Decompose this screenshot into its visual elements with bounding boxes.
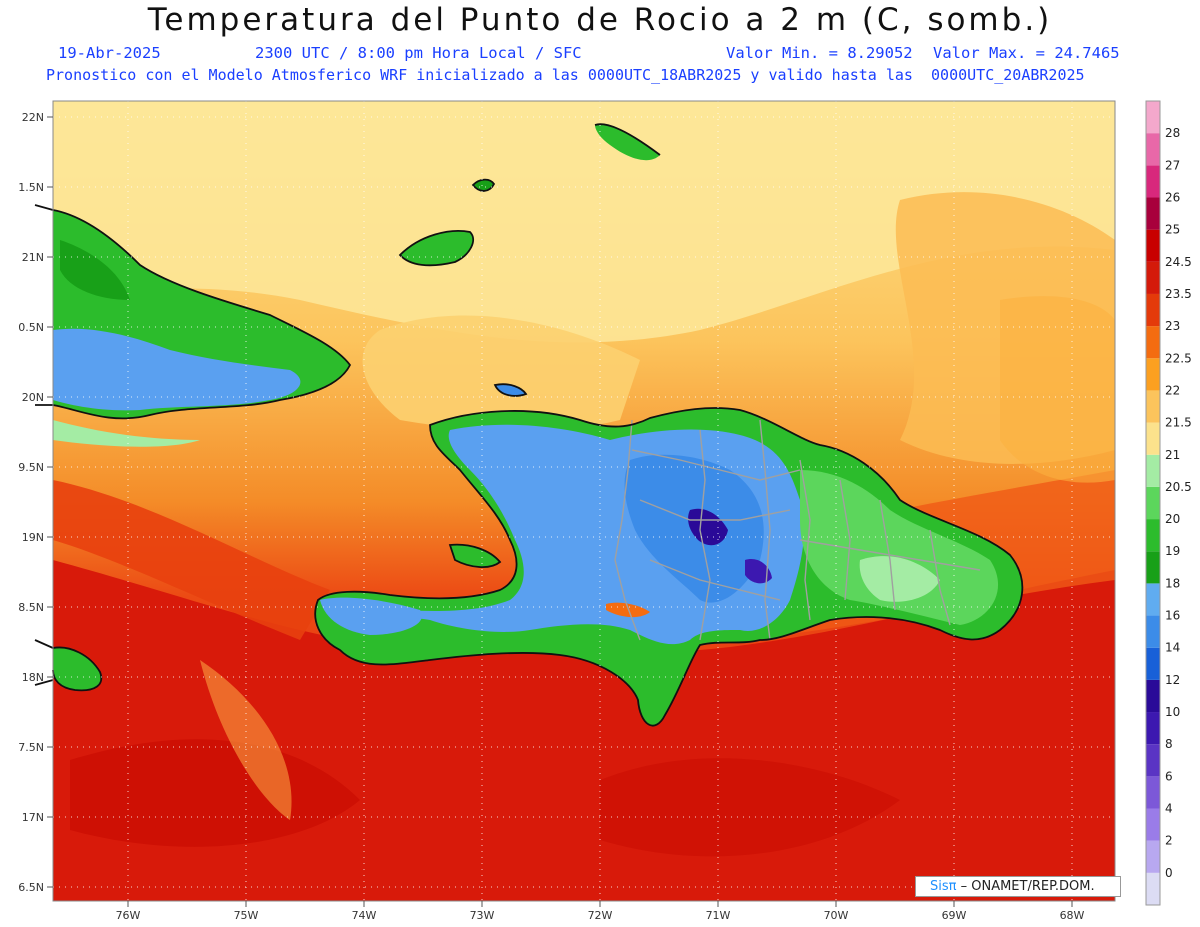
colorbar-label: 26 — [1165, 190, 1180, 204]
colorbar-swatch — [1146, 454, 1160, 487]
colorbar-label: 8 — [1165, 737, 1173, 751]
colorbar-swatch — [1146, 422, 1160, 455]
lon-label: 74W — [352, 909, 377, 922]
colorbar-swatch — [1146, 261, 1160, 294]
colorbar-label: 21.5 — [1165, 416, 1192, 430]
colorbar-swatch — [1146, 358, 1160, 391]
lat-label: 8.5N — [18, 601, 44, 614]
colorbar-frame — [1145, 100, 1161, 906]
lat-label: 0.5N — [18, 321, 44, 334]
axis-ticks — [47, 116, 1073, 907]
gridlines — [53, 101, 1115, 901]
lat-label: 19N — [22, 531, 44, 544]
colorbar-swatch — [1146, 679, 1160, 713]
forecast-date: 19-Abr-2025 — [58, 44, 161, 62]
colorbar-label: 20 — [1165, 512, 1180, 526]
lat-label: 22N — [22, 111, 44, 124]
colorbar-label: 14 — [1165, 641, 1180, 655]
colorbar-swatch — [1146, 551, 1160, 584]
colorbar-label: 23.5 — [1165, 287, 1192, 301]
lon-label: 75W — [234, 909, 259, 922]
colorbar-label: 19 — [1165, 544, 1180, 558]
colorbar-swatch — [1146, 840, 1160, 873]
colorbar-label: 27 — [1165, 158, 1180, 172]
lat-label: 18N — [22, 671, 44, 684]
colorbar-swatch — [1146, 486, 1160, 520]
lat-label: 6.5N — [18, 881, 44, 894]
colorbar-swatch — [1146, 229, 1160, 262]
latitude-labels: 22N 1.5N 21N 0.5N 20N 9.5N 19N 8.5N 18N … — [18, 111, 44, 894]
colorbar-swatch — [1146, 133, 1160, 166]
colorbar-swatch — [1146, 583, 1160, 616]
colorbar-swatch — [1146, 744, 1160, 777]
credit-box: Sisπ – ONAMET/REP.DOM. — [915, 876, 1121, 897]
colorbar-label: 25 — [1165, 223, 1180, 237]
lat-label: 7.5N — [18, 741, 44, 754]
colorbar-swatch — [1146, 872, 1160, 905]
colorbar-swatch — [1146, 197, 1160, 230]
colorbar-swatch — [1146, 293, 1160, 327]
credit-text: – ONAMET/REP.DOM. — [960, 879, 1095, 894]
colorbar-label: 23 — [1165, 319, 1180, 333]
colorbar-label: 21 — [1165, 448, 1180, 462]
colorbar-label: 6 — [1165, 769, 1173, 783]
min-value: Valor Min. = 8.29052 — [726, 44, 913, 62]
lon-label: 71W — [706, 909, 731, 922]
colorbar-swatch — [1146, 165, 1160, 198]
lat-label: 20N — [22, 391, 44, 404]
valid-time: 2300 UTC / 8:00 pm Hora Local / SFC — [255, 44, 582, 62]
colorbar-swatch — [1146, 519, 1160, 552]
colorbar-swatch — [1146, 712, 1160, 745]
map-title: Temperatura del Punto de Rocio a 2 m (C,… — [147, 2, 1053, 38]
colorbar-swatch — [1146, 615, 1160, 648]
lon-label: 72W — [588, 909, 613, 922]
max-value: Valor Max. = 24.7465 — [933, 44, 1120, 62]
sis-logo-text: Sisπ — [930, 879, 957, 894]
colorbar-swatch — [1146, 808, 1160, 841]
colorbar-label: 22.5 — [1165, 351, 1192, 365]
colorbar-label: 24.5 — [1165, 255, 1192, 269]
lat-label: 17N — [22, 811, 44, 824]
dewpoint-map: 22N 1.5N 21N 0.5N 20N 9.5N 19N 8.5N 18N … — [18, 100, 1192, 922]
colorbar-label: 0 — [1165, 866, 1173, 880]
colorbar: 0 2 4 6 8 10 12 14 16 18 19 20 20.5 21 21.5 22 22.5 23 23.… — [1145, 100, 1192, 906]
colorbar-label: 10 — [1165, 705, 1180, 719]
colorbar-label: 2 — [1165, 834, 1173, 848]
lat-label: 1.5N — [18, 181, 44, 194]
lon-label: 76W — [116, 909, 141, 922]
model-info-line: Pronostico con el Modelo Atmosferico WRF… — [46, 66, 1085, 84]
longitude-labels: 76W 75W 74W 73W 72W 71W 70W 69W 68W — [116, 909, 1085, 922]
colorbar-label: 12 — [1165, 673, 1180, 687]
map-frame — [52, 100, 1116, 902]
coastlines — [34, 123, 1024, 727]
colorbar-swatch — [1146, 101, 1160, 134]
shaded-field — [53, 101, 1115, 901]
lon-label: 69W — [942, 909, 967, 922]
lon-label: 73W — [470, 909, 495, 922]
lat-label: 21N — [22, 251, 44, 264]
lat-label: 9.5N — [18, 461, 44, 474]
lon-label: 68W — [1060, 909, 1085, 922]
colorbar-label: 4 — [1165, 802, 1173, 816]
colorbar-swatch — [1146, 647, 1160, 680]
colorbar-label: 22 — [1165, 383, 1180, 397]
colorbar-swatch — [1146, 326, 1160, 359]
colorbar-label: 28 — [1165, 126, 1180, 140]
colorbar-label: 16 — [1165, 609, 1180, 623]
colorbar-swatch — [1146, 390, 1160, 423]
lon-label: 70W — [824, 909, 849, 922]
colorbar-label: 18 — [1165, 576, 1180, 590]
colorbar-label: 20.5 — [1165, 480, 1192, 494]
province-boundaries — [614, 419, 981, 641]
colorbar-swatch — [1146, 776, 1160, 809]
